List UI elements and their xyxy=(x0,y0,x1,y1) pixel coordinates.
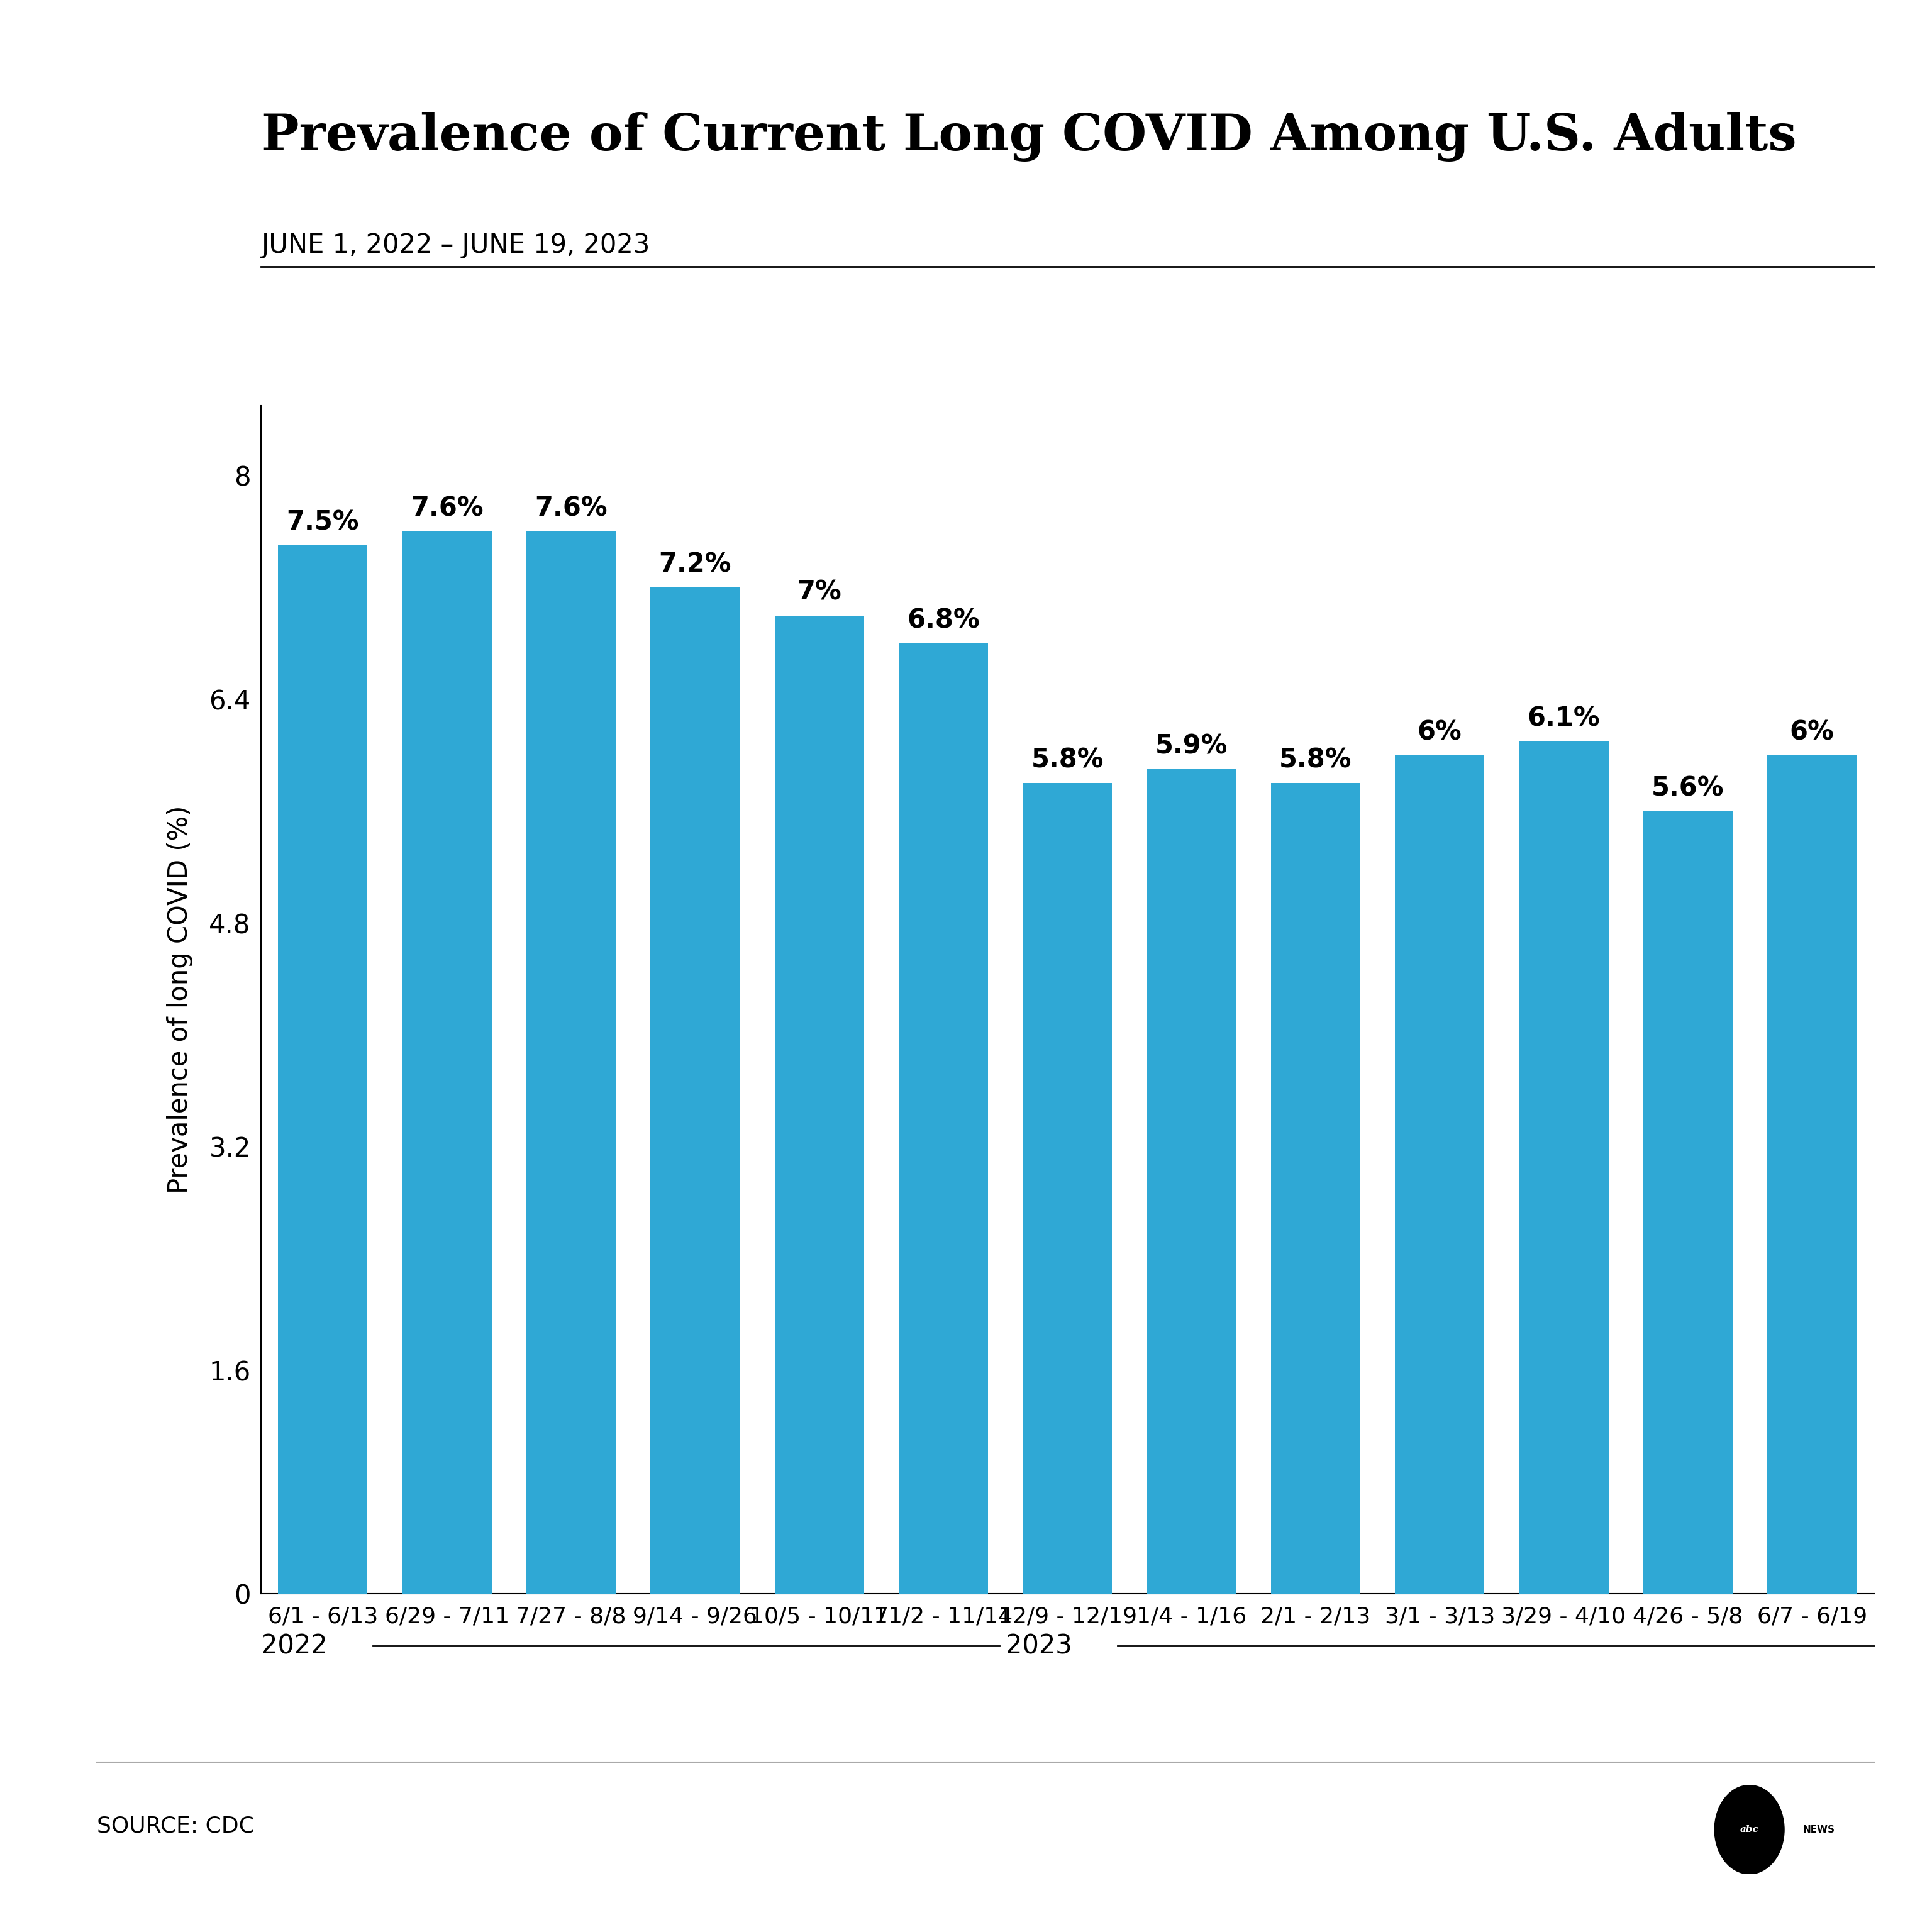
Text: 5.8%: 5.8% xyxy=(1032,748,1103,773)
Text: Prevalence of Current Long COVID Among U.S. Adults: Prevalence of Current Long COVID Among U… xyxy=(261,112,1797,162)
Text: 6.8%: 6.8% xyxy=(906,607,980,634)
Text: 6%: 6% xyxy=(1789,719,1833,746)
Bar xyxy=(1271,782,1360,1594)
Text: 2023: 2023 xyxy=(1005,1633,1072,1660)
Text: 6%: 6% xyxy=(1418,719,1463,746)
Text: abc: abc xyxy=(1741,1826,1758,1833)
Text: 7.5%: 7.5% xyxy=(286,510,359,535)
Text: SOURCE: CDC: SOURCE: CDC xyxy=(97,1814,255,1837)
Text: 7.2%: 7.2% xyxy=(659,551,732,578)
Text: 6.1%: 6.1% xyxy=(1528,705,1600,732)
Text: 2022: 2022 xyxy=(261,1633,327,1660)
Bar xyxy=(526,531,616,1594)
Text: 7.6%: 7.6% xyxy=(535,495,607,522)
Bar xyxy=(1644,811,1733,1594)
Ellipse shape xyxy=(1714,1785,1785,1874)
Bar xyxy=(775,616,864,1594)
Text: JUNE 1, 2022 – JUNE 19, 2023: JUNE 1, 2022 – JUNE 19, 2023 xyxy=(261,232,649,259)
Text: 7.6%: 7.6% xyxy=(412,495,483,522)
Text: 7%: 7% xyxy=(798,580,842,605)
Bar xyxy=(1148,769,1236,1594)
Text: NEWS: NEWS xyxy=(1803,1826,1835,1833)
Bar xyxy=(1022,782,1113,1594)
Bar xyxy=(1395,755,1484,1594)
Bar xyxy=(1519,742,1609,1594)
Text: 5.8%: 5.8% xyxy=(1279,748,1352,773)
Bar xyxy=(402,531,491,1594)
Y-axis label: Prevalence of long COVID (%): Prevalence of long COVID (%) xyxy=(166,806,193,1194)
Bar xyxy=(651,587,740,1594)
Bar xyxy=(1768,755,1857,1594)
Bar xyxy=(278,545,367,1594)
Text: 5.9%: 5.9% xyxy=(1155,732,1229,759)
Text: 5.6%: 5.6% xyxy=(1652,775,1723,802)
Bar xyxy=(898,643,987,1594)
